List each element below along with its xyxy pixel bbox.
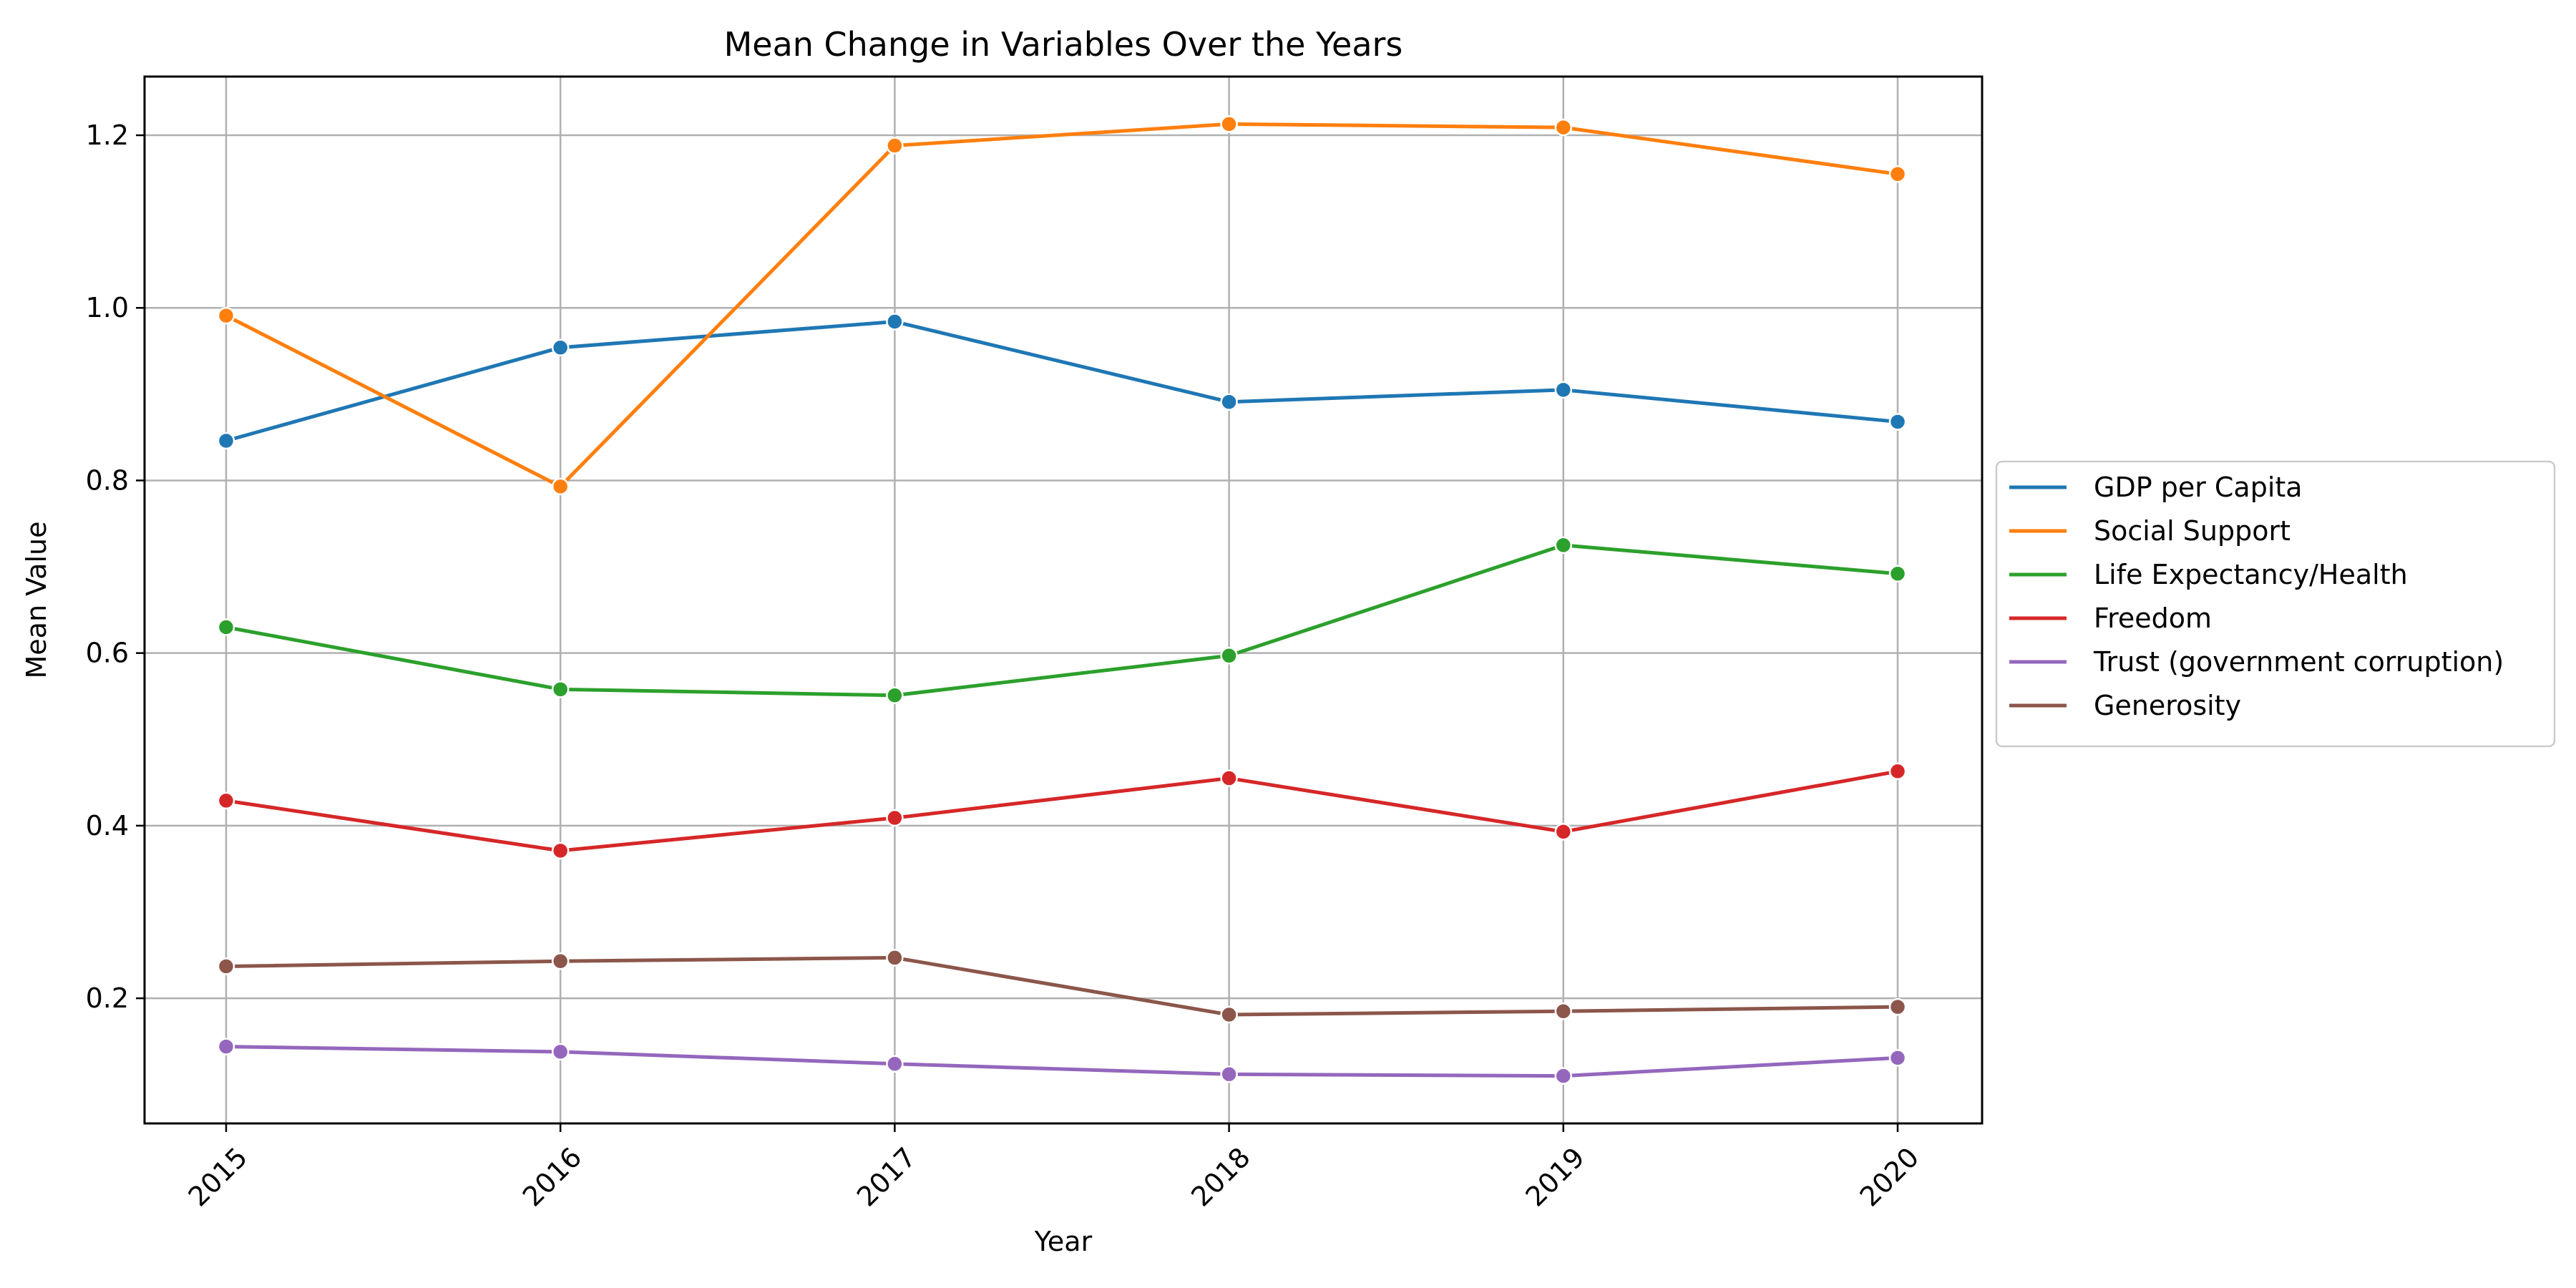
series-social-support <box>217 115 1907 496</box>
y-tick-label: 1.0 <box>86 292 129 323</box>
series-freedom <box>217 762 1907 860</box>
series-line-life-expectancy-health <box>225 543 1898 698</box>
chart-title: Mean Change in Variables Over the Years <box>724 25 1403 64</box>
data-point-freedom <box>886 809 904 827</box>
data-point-social-support <box>551 477 570 496</box>
x-tick-label: 2018 <box>1185 1141 1257 1213</box>
y-axis-label: Mean Value <box>21 522 52 679</box>
legend: GDP per Capita Social Support Life Expecta… <box>1995 460 2556 748</box>
data-point-generosity <box>1220 1005 1238 1024</box>
data-point-social-support <box>1220 115 1238 133</box>
legend-label-trust-government-corruption: Trust (government corruption) <box>2093 646 2504 678</box>
data-point-trust-government-corruption <box>551 1043 570 1061</box>
data-point-life-expectancy-health <box>1888 565 1907 582</box>
data-point-trust-government-corruption <box>217 1038 235 1055</box>
x-tick-label: 2020 <box>1854 1141 1926 1213</box>
data-point-trust-government-corruption <box>886 1055 904 1073</box>
series-line-freedom <box>225 769 1898 853</box>
data-point-life-expectancy-health <box>886 686 904 705</box>
y-tick-label: 0.6 <box>86 638 129 669</box>
series-generosity <box>217 949 1907 1024</box>
y-tick-label: 0.2 <box>86 982 129 1014</box>
data-point-trust-government-corruption <box>1554 1067 1573 1085</box>
data-point-trust-government-corruption <box>1888 1049 1907 1067</box>
data-point-freedom <box>1220 769 1238 787</box>
data-point-generosity <box>1888 997 1907 1016</box>
data-point-gdp-per-capita <box>1888 413 1907 431</box>
data-point-social-support <box>886 137 904 155</box>
plot-frame <box>143 75 1984 1125</box>
data-point-trust-government-corruption <box>1220 1065 1238 1083</box>
data-point-life-expectancy-health <box>551 680 570 698</box>
legend-label-generosity: Generosity <box>2094 690 2241 721</box>
legend-label-gdp-per-capita: GDP per Capita <box>2094 472 2303 503</box>
grid-lines <box>145 77 1982 1123</box>
data-point-gdp-per-capita <box>1220 393 1238 411</box>
data-point-life-expectancy-health <box>1554 536 1573 555</box>
series-layer <box>217 115 1907 1085</box>
y-tick-label: 1.2 <box>86 119 129 151</box>
series-line-generosity <box>225 955 1898 1017</box>
x-tick-label: 2016 <box>517 1141 588 1213</box>
x-tick-label: 2019 <box>1519 1141 1591 1213</box>
y-tick-label: 0.4 <box>86 810 129 841</box>
series-line-social-support <box>225 122 1898 489</box>
data-point-freedom <box>217 791 235 810</box>
data-point-generosity <box>886 949 904 967</box>
legend-label-social-support: Social Support <box>2094 515 2290 547</box>
legend-label-freedom: Freedom <box>2094 602 2212 634</box>
data-point-gdp-per-capita <box>886 313 904 331</box>
data-point-gdp-per-capita <box>217 431 235 450</box>
series-line-trust-government-corruption <box>225 1045 1898 1078</box>
data-point-life-expectancy-health <box>1220 647 1238 665</box>
legend-label-life-expectancy-health: Life Expectancy/Health <box>2094 559 2408 590</box>
series-life-expectancy-health <box>217 536 1907 705</box>
data-point-generosity <box>1554 1002 1573 1020</box>
data-point-generosity <box>217 957 235 975</box>
data-point-social-support <box>217 306 235 325</box>
data-point-life-expectancy-health <box>217 618 235 636</box>
data-point-social-support <box>1888 165 1907 183</box>
x-tick-label: 2017 <box>851 1141 922 1213</box>
y-tick-label: 0.8 <box>86 464 129 496</box>
legend-box <box>1995 460 2556 748</box>
x-axis-label: Year <box>1034 1226 1093 1257</box>
data-point-gdp-per-capita <box>551 338 570 356</box>
data-point-freedom <box>551 841 570 860</box>
data-point-freedom <box>1888 762 1907 781</box>
series-line-gdp-per-capita <box>225 320 1898 443</box>
data-point-social-support <box>1554 118 1573 137</box>
series-gdp-per-capita <box>217 313 1907 450</box>
data-point-gdp-per-capita <box>1554 381 1573 399</box>
data-point-freedom <box>1554 823 1573 841</box>
series-trust-government-corruption <box>217 1038 1907 1085</box>
data-point-generosity <box>551 952 570 970</box>
x-tick-label: 2015 <box>182 1141 254 1213</box>
